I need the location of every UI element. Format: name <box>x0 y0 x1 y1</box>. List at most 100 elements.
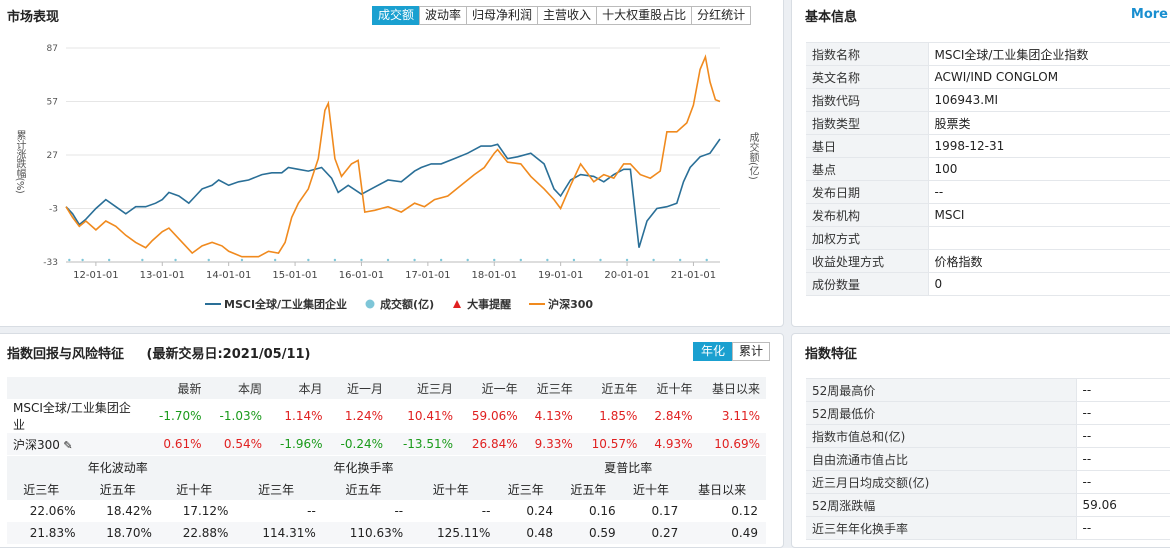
info-key: 发布机构 <box>806 203 929 227</box>
risk-sub-header: 近三年 <box>23 482 60 497</box>
y-right-label: 成交额(亿) <box>747 132 758 180</box>
features-panel: 指数特征 52周最高价 -- 52周最低价 -- 指数市值总和(亿) -- 自由流通市值占比… <box>791 333 1170 548</box>
info-value <box>928 226 1170 250</box>
returns-cell: 59.06% <box>471 409 518 423</box>
tab-top10-weight[interactable]: 十大权重股占比 <box>596 6 693 25</box>
volume-point <box>705 258 708 262</box>
tab-net-profit[interactable]: 归母净利润 <box>466 6 539 25</box>
returns-header: 近十年 <box>656 381 693 396</box>
returns-cell: 4.13% <box>534 409 573 423</box>
more-link[interactable]: More <box>1130 7 1168 22</box>
y-tick-label: 27 <box>47 151 58 161</box>
returns-row-name-text: 沪深300 <box>13 437 60 452</box>
returns-cell: 1.85% <box>599 409 638 423</box>
circle-swatch-icon <box>365 299 375 309</box>
info-row: 成份数量 0 <box>806 272 1170 296</box>
volume-point <box>174 258 177 262</box>
legend-volume[interactable]: 成交额(亿) <box>365 296 434 312</box>
info-key: 指数代码 <box>806 88 929 112</box>
risk-cell: 21.83% <box>29 526 76 540</box>
tab-volume[interactable]: 成交额 <box>372 6 421 25</box>
volume-point <box>678 258 682 262</box>
risk-group-header: 年化换手率 <box>333 460 394 475</box>
volume-point <box>599 258 602 262</box>
toggle-annualized[interactable]: 年化 <box>693 342 734 361</box>
volume-point <box>141 258 144 262</box>
info-value: MSCI全球/工业集团企业指数 <box>928 42 1170 66</box>
msci-series-line <box>65 138 721 248</box>
tab-volatility[interactable]: 波动率 <box>419 6 468 25</box>
risk-sub-header: 近十年 <box>176 482 213 497</box>
tab-revenue[interactable]: 主营收入 <box>537 6 598 25</box>
returns-header: 最新 <box>177 381 202 396</box>
returns-header: 近五年 <box>601 381 638 396</box>
info-key: 基日 <box>806 134 929 158</box>
feature-row: 近三月日均成交额(亿) -- <box>806 470 1170 494</box>
feature-row: 52周涨跌幅 59.06 <box>806 493 1170 517</box>
returns-cell: 10.41% <box>407 409 454 423</box>
returns-row: 沪深300 ✎ 0.61% 0.54% -1.96% -0.24% -13.51% 26.8… <box>7 433 766 455</box>
risk-cell: -- <box>307 504 316 518</box>
risk-cell: 18.42% <box>106 504 152 518</box>
returns-header: 近三月 <box>417 381 454 396</box>
volume-point <box>240 258 244 262</box>
info-row: 指数代码 106943.MI <box>806 88 1170 112</box>
volume-point <box>413 258 416 262</box>
legend-msci[interactable]: MSCI全球/工业集团企业 <box>205 296 347 312</box>
risk-sub-header: 基日以来 <box>698 482 747 497</box>
toggle-cumulative[interactable]: 累计 <box>732 342 771 361</box>
feature-row: 自由流通市值占比 -- <box>806 447 1170 471</box>
x-tick-label: 12-01-01 <box>73 270 118 281</box>
returns-cell: -1.96% <box>280 437 323 451</box>
feature-key: 52周最低价 <box>806 401 1077 425</box>
risk-cell: 0.16 <box>588 504 616 518</box>
y-tick-label: 87 <box>47 44 58 54</box>
feature-row: 52周最低价 -- <box>806 401 1170 425</box>
features-title: 指数特征 <box>805 347 858 362</box>
x-tick-label: 18-01-01 <box>472 270 517 281</box>
info-row: 基日 1998-12-31 <box>806 134 1170 158</box>
returns-table: 最新 本周 本月 近一月 近三月 近一年 近三年 近五年 近十年 基日以来 MSCI全球/工业集团… <box>7 377 766 455</box>
feature-row: 指数市值总和(亿) -- <box>806 424 1170 448</box>
risk-cell: 110.63% <box>349 526 404 540</box>
y-tick-label: 57 <box>47 98 58 108</box>
info-row: 收益处理方式 价格指数 <box>806 249 1170 273</box>
info-value: 0 <box>928 272 1170 296</box>
info-row: 指数类型 股票类 <box>806 111 1170 135</box>
volume-point <box>519 258 523 262</box>
legend-hs300[interactable]: 沪深300 <box>529 296 593 312</box>
line-swatch-icon <box>205 303 221 305</box>
info-row: 发布机构 MSCI <box>806 203 1170 227</box>
x-tick-label: 16-01-01 <box>339 270 384 281</box>
risk-cell: 22.88% <box>182 526 229 540</box>
risk-group-header: 夏普比率 <box>604 460 653 475</box>
returns-cell: 4.93% <box>654 437 693 451</box>
volume-point <box>68 258 71 262</box>
info-row: 指数名称 MSCI全球/工业集团企业指数 <box>806 42 1170 66</box>
info-key: 指数类型 <box>806 111 929 135</box>
market-tabs: 成交额 波动率 归母净利润 主营收入 十大权重股占比 分红统计 <box>372 6 752 25</box>
returns-row-name: 沪深300 ✎ <box>7 433 147 455</box>
info-key: 收益处理方式 <box>806 249 929 273</box>
returns-row-name-text: MSCI全球/工业集团企业 <box>13 401 131 432</box>
returns-panel: 指数回报与风险特征 (最新交易日:2021/05/11) 年化 累计 最新 本周 本… <box>0 333 784 548</box>
legend-events[interactable]: 大事提醒 <box>452 296 511 312</box>
volume-point <box>625 258 629 262</box>
basic-info-panel: 基本信息 More 指数名称 MSCI全球/工业集团企业指数 英文名称 ACWI/IN… <box>791 0 1170 327</box>
returns-cell: 10.57% <box>591 437 638 451</box>
risk-sub-header: 近五年 <box>570 482 607 497</box>
returns-cell: -1.03% <box>219 409 262 423</box>
tab-dividend[interactable]: 分红统计 <box>691 6 752 25</box>
info-value: 106943.MI <box>928 88 1170 112</box>
risk-sub-header: 近十年 <box>632 482 669 497</box>
returns-header: 近三年 <box>536 381 573 396</box>
returns-cell: -1.70% <box>159 409 202 423</box>
feature-key: 指数市值总和(亿) <box>806 424 1077 448</box>
x-tick-label: 13-01-01 <box>140 270 185 281</box>
info-key: 成份数量 <box>806 272 929 296</box>
info-row: 基点 100 <box>806 157 1170 181</box>
info-key: 发布日期 <box>806 180 929 204</box>
returns-date: (最新交易日:2021/05/11) <box>146 347 311 362</box>
pencil-icon[interactable]: ✎ <box>59 438 73 452</box>
risk-table: 年化波动率 年化换手率 夏普比率 近三年 近五年 近十年 近三年 近五年 近十年 近三年 近五年 近… <box>7 456 766 544</box>
